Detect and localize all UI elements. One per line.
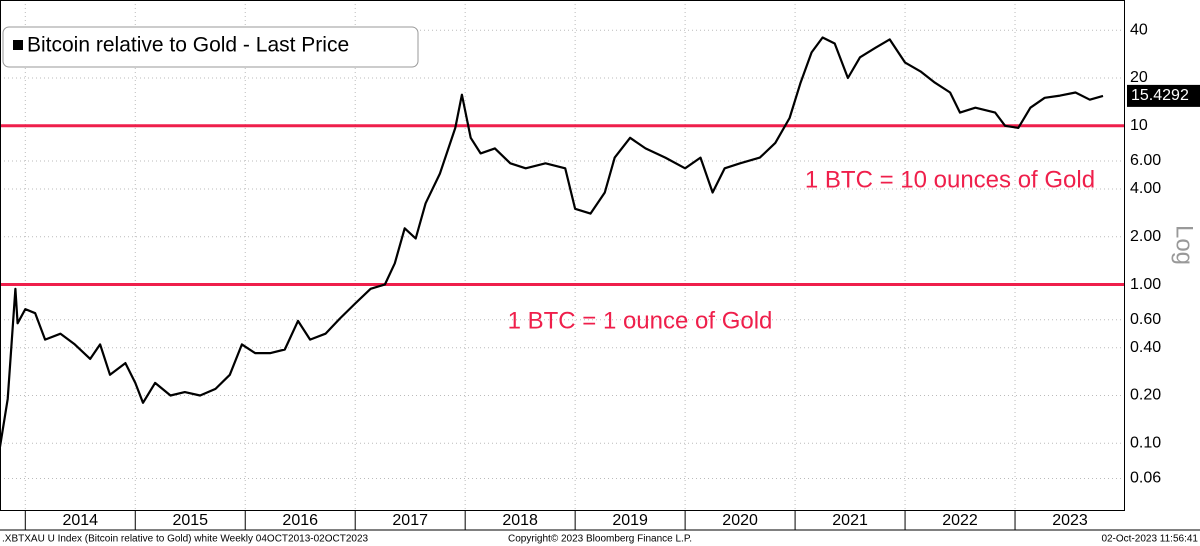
y-tick-label: 1.00: [1130, 276, 1161, 293]
y-tick-label: 6.00: [1130, 152, 1161, 169]
last-price-label: 15.4292: [1131, 87, 1189, 104]
legend-box: [2, 26, 419, 68]
x-tick-label: 2017: [392, 512, 428, 529]
y-tick-label: 0.20: [1130, 387, 1161, 404]
y-tick-label: 0.06: [1130, 470, 1161, 487]
y-tick-label: 2.00: [1130, 228, 1161, 245]
y-tick-label: 0.60: [1130, 311, 1161, 328]
x-tick-label: 2021: [832, 512, 868, 529]
annotation: 1 BTC = 1 ounce of Gold: [508, 307, 773, 334]
plot-frame: [0, 0, 1125, 511]
footer-right: 02-Oct-2023 11:56:41: [1101, 534, 1198, 545]
y-tick-label: 0.40: [1130, 339, 1161, 356]
y-tick-label: 20: [1130, 69, 1148, 86]
x-tick-label: 2023: [1052, 512, 1088, 529]
legend-label: Bitcoin relative to Gold - Last Price: [27, 34, 349, 57]
x-tick-label: 2022: [942, 512, 978, 529]
plot: 1 BTC = 10 ounces of Gold 1 BTC = 1 ounce…: [0, 36, 1125, 447]
footer-left: .XBTXAU U Index (Bitcoin relative to Gol…: [2, 534, 369, 545]
legend-swatch: [13, 40, 23, 50]
last-price-badge: [1127, 84, 1200, 107]
annotation: 1 BTC = 10 ounces of Gold: [805, 166, 1095, 193]
footer-center: Copyright© 2023 Bloomberg Finance L.P.: [508, 534, 692, 545]
axis-label: Log: [1171, 225, 1198, 265]
x-tick-label: 2019: [612, 512, 648, 529]
y-tick-label: 4.00: [1130, 180, 1161, 197]
grid: [0, 0, 1125, 510]
x-tick-label: 2018: [502, 512, 538, 529]
x-tick-label: 2016: [282, 512, 318, 529]
y-tick-label: 40: [1130, 21, 1148, 38]
series-line: [0, 36, 1104, 447]
x-tick-label: 2014: [62, 512, 98, 529]
x-tick-label: 2015: [172, 512, 208, 529]
y-tick-label: 10: [1130, 117, 1148, 134]
y-tick-label: 0.10: [1130, 435, 1161, 452]
x-tick-label: 2020: [722, 512, 758, 529]
